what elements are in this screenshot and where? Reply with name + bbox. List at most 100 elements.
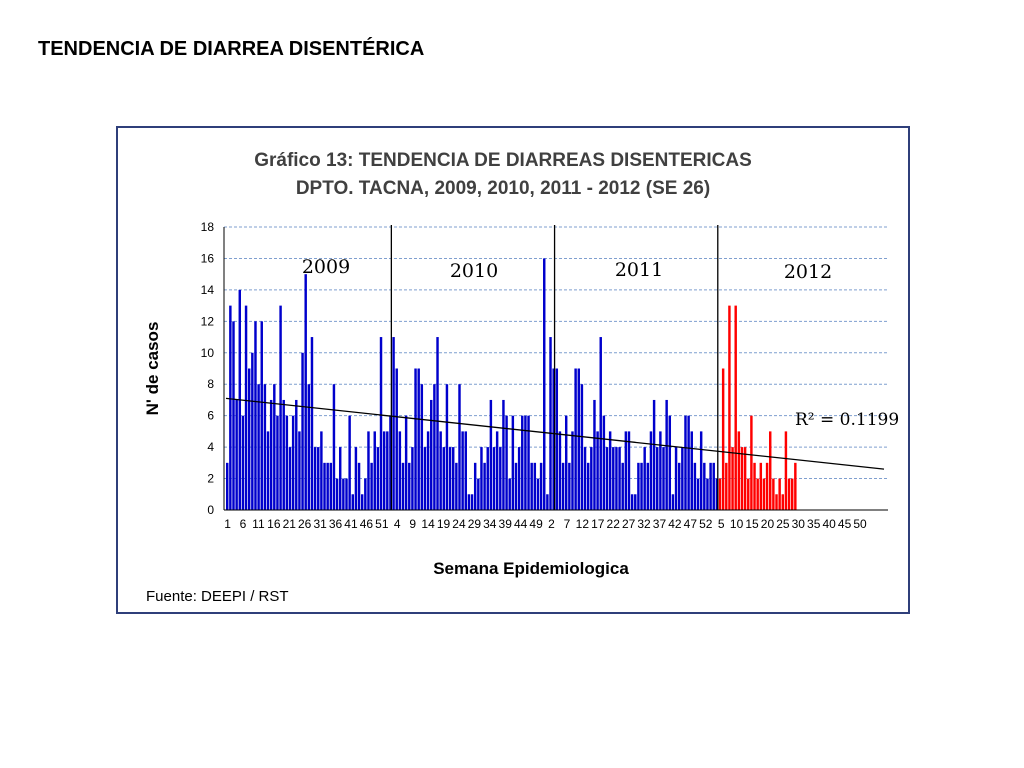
bar <box>404 415 408 510</box>
bar <box>464 431 467 510</box>
chart-frame: Gráfico 13: TENDENCIA DE DIARREAS DISENT… <box>116 126 910 614</box>
bar <box>784 431 788 510</box>
bar <box>254 321 257 510</box>
y-tick-label: 2 <box>207 472 214 486</box>
bar <box>618 447 621 510</box>
bar <box>389 415 392 510</box>
bar <box>364 478 367 510</box>
bar <box>555 368 559 510</box>
bar <box>282 399 285 510</box>
bar <box>348 415 351 510</box>
x-tick-label: 14 <box>421 517 435 531</box>
bar <box>332 384 336 510</box>
x-tick-label: 4 <box>394 517 401 531</box>
bar <box>709 462 712 510</box>
bar <box>357 462 361 510</box>
bar <box>608 431 612 510</box>
bar <box>728 305 731 510</box>
bar <box>621 462 624 510</box>
bar <box>640 462 643 510</box>
bar <box>329 462 333 510</box>
slide-title: TENDENCIA DE DIARREA DISENTÉRICA <box>38 38 425 60</box>
bar <box>731 447 734 510</box>
bar <box>386 431 389 510</box>
bar <box>320 431 323 510</box>
bar <box>571 431 574 510</box>
x-tick-label: 36 <box>329 517 343 531</box>
bar <box>226 462 229 510</box>
bar <box>376 447 380 510</box>
bar <box>323 462 326 510</box>
bar <box>411 447 414 510</box>
bar <box>615 447 618 510</box>
bar <box>734 305 737 510</box>
bar <box>564 415 568 510</box>
x-axis-ticks: 1 6 11 16 21 26 31 36 41 46 51 4 9 14 19 24 29 34 39 44 49 2 7… <box>224 517 867 531</box>
bar <box>634 494 637 510</box>
bar <box>753 462 756 510</box>
bar <box>756 478 759 510</box>
bar <box>762 478 766 510</box>
bar <box>665 399 668 510</box>
bars <box>226 258 797 510</box>
y-tick-label: 16 <box>201 251 215 265</box>
bar <box>769 431 772 510</box>
bar <box>750 415 753 510</box>
bar <box>235 399 238 510</box>
bar <box>558 431 562 510</box>
bar <box>401 462 405 510</box>
bar <box>360 494 364 510</box>
bar <box>229 305 232 510</box>
bar <box>295 399 298 510</box>
x-tick-label: 31 <box>313 517 327 531</box>
bar <box>533 462 537 510</box>
bar <box>643 447 646 510</box>
bar <box>467 494 471 510</box>
bar <box>483 462 486 510</box>
bar <box>458 384 461 510</box>
chart-canvas: Gráfico 13: TENDENCIA DE DIARREAS DISENT… <box>143 150 899 605</box>
bar <box>624 431 628 510</box>
x-tick-label: 37 <box>653 517 667 531</box>
x-tick-label: 6 <box>240 517 247 531</box>
bar <box>668 415 672 510</box>
x-tick-label: 9 <box>409 517 416 531</box>
bar <box>505 415 508 510</box>
bar <box>699 431 703 510</box>
bar <box>511 415 515 510</box>
bar <box>552 368 555 510</box>
year-label: 2009 <box>302 256 350 278</box>
bar <box>420 384 424 510</box>
bar <box>408 462 411 510</box>
bar <box>244 305 248 510</box>
bar <box>765 462 769 510</box>
bar <box>674 447 678 510</box>
bar <box>461 431 464 510</box>
bar <box>574 368 577 510</box>
bar <box>583 447 587 510</box>
bar <box>596 431 599 510</box>
bar <box>398 431 402 510</box>
x-tick-label: 49 <box>529 517 543 531</box>
bar <box>370 462 373 510</box>
bar <box>527 415 530 510</box>
bar <box>696 478 700 510</box>
bar <box>313 447 317 510</box>
x-tick-label: 2 <box>548 517 555 531</box>
chart-title-line-2: DPTO. TACNA, 2009, 2010, 2011 - 2012 (SE… <box>296 178 710 199</box>
bar <box>778 478 781 510</box>
x-tick-label: 41 <box>344 517 358 531</box>
bar <box>599 337 602 510</box>
bar <box>656 447 659 510</box>
bar <box>659 431 662 510</box>
bar <box>473 462 477 510</box>
bar <box>232 321 235 510</box>
bar <box>530 462 533 510</box>
bar <box>342 478 345 510</box>
bar <box>470 494 474 510</box>
x-tick-label: 42 <box>668 517 682 531</box>
x-tick-label: 45 <box>838 517 852 531</box>
bar <box>257 384 260 510</box>
bar <box>291 415 295 510</box>
bar <box>612 447 615 510</box>
